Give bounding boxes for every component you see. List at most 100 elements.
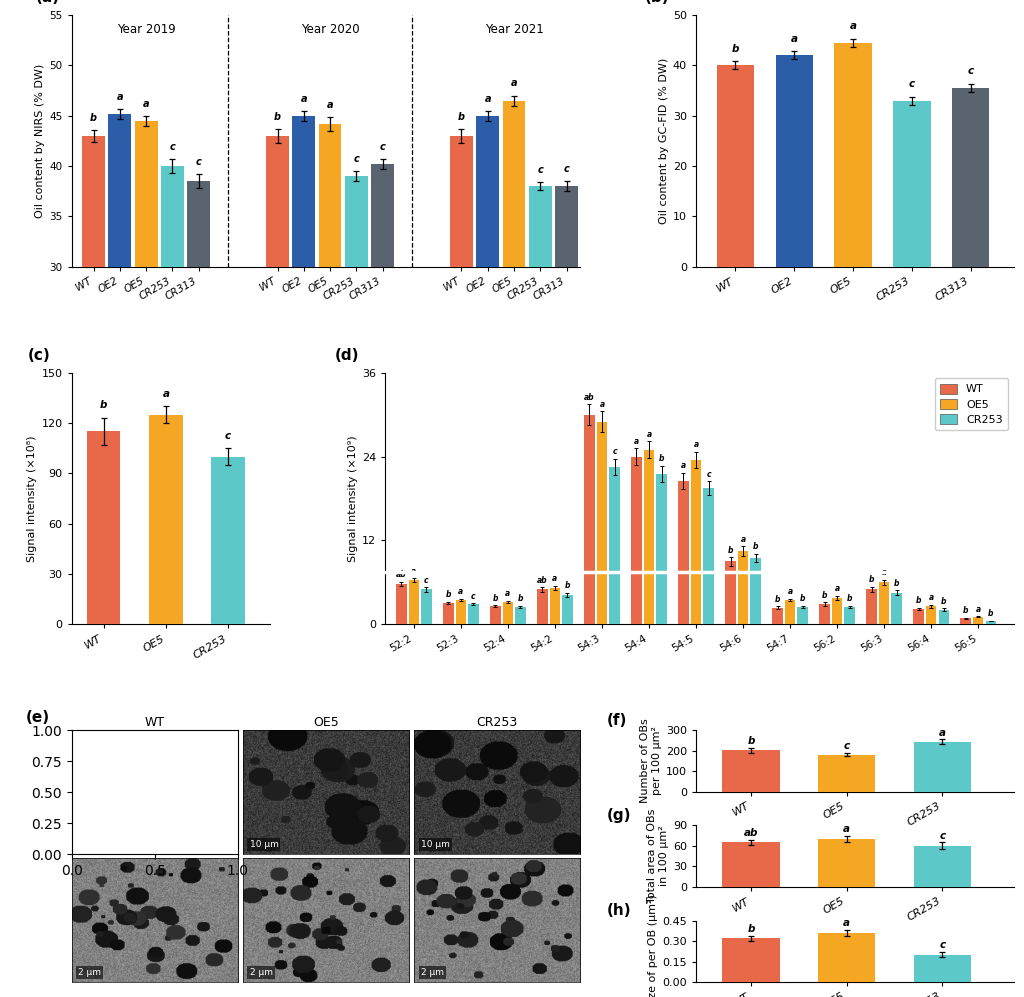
Bar [738,551,749,624]
Bar [985,621,996,624]
Text: a: a [835,584,840,593]
Bar [609,467,620,624]
Title: WT: WT [144,716,165,729]
Title: CR253: CR253 [476,716,518,729]
Text: (g): (g) [607,808,632,823]
Bar [515,607,525,624]
Bar [555,186,578,569]
Text: c: c [196,158,202,167]
Bar [585,415,595,624]
Bar [845,607,855,624]
Text: a: a [646,430,651,439]
Bar [722,750,779,792]
Bar [772,607,782,624]
Bar [529,186,552,569]
Bar [211,457,245,624]
Y-axis label: Number of OBs
per 100 μm²: Number of OBs per 100 μm² [640,719,662,804]
Bar [161,166,183,569]
Text: b: b [728,545,733,554]
Bar [372,165,394,569]
Bar [722,938,779,982]
Text: Year 2019: Year 2019 [117,23,175,36]
Text: Year 2021: Year 2021 [484,23,544,36]
Text: a: a [740,534,745,543]
Text: a: a [929,593,934,602]
Bar [892,593,902,624]
Bar [913,609,924,624]
Bar [82,136,105,569]
Bar [135,121,158,569]
Bar [396,584,407,624]
Text: b: b [658,455,665,464]
Text: a: a [142,99,150,109]
Bar [451,136,473,569]
Text: a: a [552,574,557,583]
Y-axis label: Oil content by GC-FID (% DW): Oil content by GC-FID (% DW) [658,58,669,224]
Bar [562,595,572,624]
Text: c: c [170,142,175,152]
Text: ab: ab [537,576,548,585]
Bar [656,474,667,624]
Bar [490,606,501,624]
Bar [866,589,877,624]
Bar [597,422,607,624]
Text: a: a [634,437,639,446]
Bar [835,43,871,267]
Text: b: b [915,596,922,605]
Text: c: c [939,831,945,840]
Text: b: b [988,609,993,618]
Text: 2 μm: 2 μm [250,968,272,977]
Bar [503,101,525,569]
Text: a: a [163,389,169,399]
Bar [939,610,949,624]
Y-axis label: Size of per OB (μm²): Size of per OB (μm²) [648,894,658,997]
Bar [703,488,714,624]
Text: a: a [412,567,417,576]
Bar [318,124,341,569]
Y-axis label: Oil content by NIRS (% DW): Oil content by NIRS (% DW) [35,64,45,218]
Bar [819,604,829,624]
Text: (a): (a) [36,0,60,5]
Bar [631,457,642,624]
Text: a: a [681,462,686,471]
Bar [818,933,876,982]
Y-axis label: Total area of OBs
in 100 μm²: Total area of OBs in 100 μm² [647,809,669,903]
Bar [691,460,701,624]
Text: 10 μm: 10 μm [250,839,279,848]
Bar [879,582,890,624]
Bar [187,181,210,569]
Bar [87,432,121,624]
Bar [725,561,735,624]
Text: ab: ab [743,828,758,837]
Text: (h): (h) [607,903,632,918]
Text: Year 2020: Year 2020 [301,23,359,36]
Bar [266,136,289,569]
Text: b: b [493,594,498,603]
Text: c: c [380,142,385,152]
Text: b: b [445,590,451,599]
Bar [751,558,761,624]
Text: a: a [117,92,123,102]
Bar [550,588,560,624]
Text: b: b [753,542,759,551]
Text: b: b [847,594,852,603]
Text: c: c [909,79,914,89]
Bar [678,481,689,624]
Text: 2 μm: 2 μm [78,968,101,977]
Bar [784,600,796,624]
Text: b: b [564,581,570,590]
Text: 10 μm: 10 μm [421,839,450,848]
Text: (f): (f) [607,713,628,728]
Bar [926,606,936,624]
Text: c: c [471,592,476,601]
Text: a: a [327,100,334,110]
Y-axis label: Signal intensity (×10⁹): Signal intensity (×10⁹) [348,435,358,562]
Text: c: c [225,431,231,441]
Text: c: c [939,940,945,950]
Bar [913,955,971,982]
Bar [798,607,808,624]
Text: a: a [599,400,604,409]
Text: a: a [484,94,492,104]
Text: b: b [518,594,523,603]
Bar [952,88,989,267]
